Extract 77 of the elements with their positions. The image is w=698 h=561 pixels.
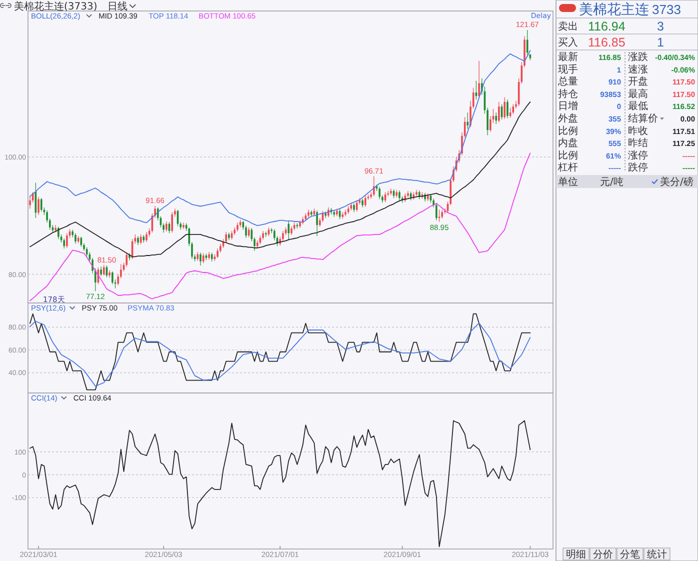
candlestick [282, 230, 284, 242]
chart-subtitle: 日线 [108, 0, 128, 12]
candlestick [63, 238, 66, 249]
text: 最新 [558, 51, 578, 63]
text: 持仓 [558, 88, 578, 100]
text: 116.94 [588, 20, 626, 34]
text: 总量 [557, 76, 578, 88]
candlestick [344, 209, 346, 217]
text: 现手 [558, 63, 578, 76]
candlestick [202, 252, 204, 264]
text: 开盘 [628, 76, 648, 88]
candlestick [216, 248, 218, 258]
text: 元/吨 [600, 176, 624, 188]
candlestick [100, 266, 102, 276]
candlestick [102, 264, 105, 276]
text: 卖出 [558, 20, 578, 32]
text: 统计 [647, 548, 667, 560]
line-series [30, 101, 531, 258]
text: 比例 [558, 149, 578, 162]
text: 分价 [593, 548, 613, 560]
candlestick [407, 190, 409, 198]
text: 比例 [558, 124, 578, 137]
text: 明细 [566, 548, 586, 560]
candlestick [66, 232, 68, 248]
candlestick [38, 196, 40, 216]
candlestick [526, 30, 528, 56]
line-series [30, 420, 531, 548]
text: 内盘 [558, 137, 578, 150]
text: 美分/磅 [660, 176, 694, 188]
candlestick [245, 225, 247, 238]
text: 跌停 [628, 162, 648, 174]
candlestick [29, 195, 31, 209]
candlestick [146, 232, 148, 242]
candlestick [512, 104, 514, 114]
candlestick [166, 221, 168, 232]
candlestick [398, 190, 400, 201]
candlestick [112, 271, 114, 285]
text: 昨结 [628, 137, 648, 150]
text: 最低 [628, 101, 648, 112]
text: 日增 [558, 100, 578, 112]
candlestick [171, 212, 173, 233]
candlestick [58, 226, 60, 240]
text: 杠杆 [557, 162, 578, 174]
text: 3 [657, 20, 664, 34]
candlestick [416, 190, 418, 197]
line-series [30, 152, 531, 302]
candlestick [498, 102, 500, 123]
candlestick [40, 198, 42, 212]
text: 3733 [652, 2, 681, 17]
candlestick [182, 222, 184, 230]
text: 结算价 [628, 112, 658, 124]
candlestick [74, 232, 76, 244]
chart-title: 美棉花主连(3733) [14, 0, 98, 12]
candlestick [495, 112, 497, 124]
candlestick [504, 96, 506, 120]
candlestick [478, 60, 480, 98]
candlestick [390, 188, 392, 196]
text: 涨停 [628, 149, 648, 162]
text: 单位 [558, 176, 578, 188]
text: 1 [657, 36, 664, 50]
text: 速涨 [628, 63, 648, 76]
candlestick [316, 210, 318, 236]
text: 116.85 [588, 36, 626, 50]
candlestick [324, 211, 326, 218]
text: 分笔 [620, 548, 640, 560]
text: 美棉花主连 [579, 2, 649, 18]
text: 外盘 [558, 112, 578, 124]
text: 最高 [628, 88, 648, 100]
candlestick [288, 220, 290, 241]
candlestick [228, 232, 230, 241]
text: 买入 [558, 36, 578, 48]
text: 昨收 [628, 124, 648, 137]
candlestick [378, 186, 380, 200]
candlestick [506, 99, 508, 119]
candlestick [200, 252, 202, 266]
text: 涨跌 [628, 51, 648, 63]
candlestick [364, 195, 366, 208]
